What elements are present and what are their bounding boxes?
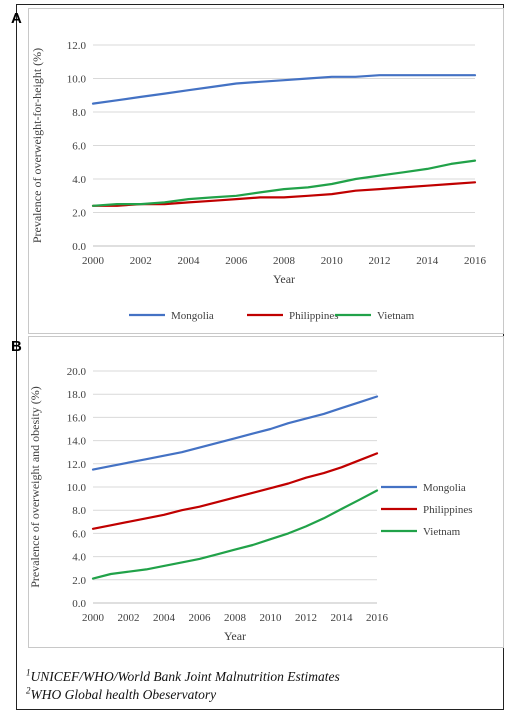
y-tick-label-a-0: 0.0	[72, 241, 86, 253]
legend-label-b-philippines: Philippines	[423, 504, 473, 516]
x-tick-label-a-6: 2012	[369, 255, 391, 267]
x-tick-label-b-4: 2008	[224, 612, 247, 624]
y-axis-title-a: Prevalence of overweight-for-height (%)	[30, 48, 44, 243]
x-tick-label-b-1: 2002	[118, 612, 140, 624]
y-tick-label-b-4: 8.0	[72, 505, 86, 517]
x-tick-label-a-8: 2016	[464, 255, 487, 267]
series-line-b-mongolia	[91, 395, 379, 471]
footnotes: 1UNICEF/WHO/World Bank Joint Malnutritio…	[26, 668, 340, 704]
y-tick-label-a-3: 6.0	[72, 141, 86, 153]
y-tick-label-a-5: 10.0	[67, 74, 87, 86]
legend-label-a-vietnam: Vietnam	[377, 310, 415, 322]
footnote-2-mark: 2	[26, 685, 31, 696]
series-line-a-vietnam	[91, 159, 477, 207]
legend-label-a-mongolia: Mongolia	[171, 310, 214, 322]
x-tick-label-a-7: 2014	[416, 255, 439, 267]
legend-label-a-philippines: Philippines	[289, 310, 339, 322]
x-tick-label-b-3: 2006	[189, 612, 212, 624]
x-axis-title-b: Year	[224, 629, 246, 643]
x-tick-label-a-3: 2006	[225, 255, 248, 267]
y-tick-label-b-8: 16.0	[67, 412, 87, 424]
y-tick-label-a-4: 8.0	[72, 107, 86, 119]
footnote-1-text: UNICEF/WHO/World Bank Joint Malnutrition…	[30, 669, 340, 684]
x-tick-label-a-0: 2000	[82, 255, 105, 267]
y-axis-title-b: Prevalence of overweight and obesity (%)	[28, 386, 42, 588]
series-line-a-philippines	[91, 181, 477, 207]
chart-a-svg: A 0.0 2.0 4.0 6.0 8.0 10.0 12.0 2000 2002 2004 2006…	[11, 10, 487, 322]
y-tick-label-b-9: 18.0	[67, 389, 87, 401]
y-tick-label-a-1: 2.0	[72, 208, 86, 220]
series-line-b-vietnam	[91, 489, 379, 580]
y-tick-label-b-2: 4.0	[72, 552, 86, 564]
y-tick-label-b-6: 12.0	[67, 459, 87, 471]
chart-panel-a: A 0.0 2.0 4.0 6.0 8.0 10.0 12.0 2000 2002 2004 2006…	[11, 8, 504, 334]
footnote-1-mark: 1	[26, 667, 31, 678]
legend-label-b-mongolia: Mongolia	[423, 482, 466, 494]
y-tick-label-b-10: 20.0	[67, 366, 87, 378]
x-tick-label-a-4: 2008	[273, 255, 296, 267]
x-tick-label-b-7: 2014	[331, 612, 354, 624]
footnote-2-text: WHO Global health Obeservatory	[30, 687, 217, 702]
y-tick-label-a-2: 4.0	[72, 174, 86, 186]
x-tick-label-b-2: 2004	[153, 612, 176, 624]
y-tick-label-b-3: 6.0	[72, 528, 86, 540]
x-tick-label-a-2: 2004	[178, 255, 201, 267]
y-tick-label-b-0: 0.0	[72, 598, 86, 610]
panel-label-a: A	[11, 10, 22, 27]
footnote-2: 2WHO Global health Obeservatory	[26, 686, 340, 704]
series-line-b-philippines	[91, 452, 379, 530]
x-axis-title-a: Year	[273, 272, 295, 286]
x-tick-label-b-5: 2010	[260, 612, 283, 624]
x-tick-label-b-0: 2000	[82, 612, 105, 624]
x-tick-label-b-6: 2012	[295, 612, 317, 624]
y-tick-label-a-6: 12.0	[67, 40, 87, 52]
x-tick-label-a-1: 2002	[130, 255, 152, 267]
y-tick-label-b-5: 10.0	[67, 482, 87, 494]
chart-panel-b: B 0.0 2.0 4.0 6.0 8.0 10.0 12.0 14.0 16.0 18.0 20.0…	[11, 336, 504, 648]
panel-label-b: B	[11, 338, 22, 355]
chart-b-svg: B 0.0 2.0 4.0 6.0 8.0 10.0 12.0 14.0 16.0 18.0 20.0…	[11, 338, 473, 643]
series-line-a-mongolia	[91, 74, 477, 105]
x-tick-label-b-8: 2016	[366, 612, 389, 624]
x-tick-label-a-5: 2010	[321, 255, 344, 267]
footnote-1: 1UNICEF/WHO/World Bank Joint Malnutritio…	[26, 668, 340, 686]
y-tick-label-b-7: 14.0	[67, 436, 87, 448]
y-tick-label-b-1: 2.0	[72, 575, 86, 587]
legend-label-b-vietnam: Vietnam	[423, 526, 461, 538]
